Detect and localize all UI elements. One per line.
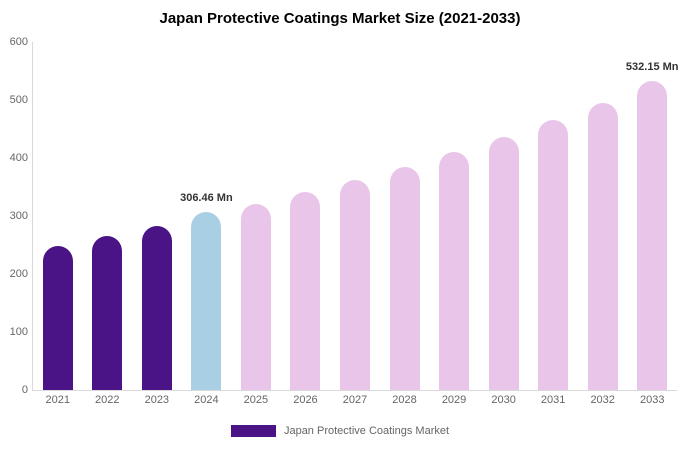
legend-label: Japan Protective Coatings Market [283, 425, 450, 437]
y-tick-label: 300 [9, 210, 28, 222]
bar-2025 [240, 204, 271, 390]
y-tick-label: 100 [9, 326, 28, 338]
x-tick-label-2032: 2032 [590, 394, 615, 406]
x-tick-label-2027: 2027 [342, 394, 368, 406]
x-tick-label-2021: 2021 [45, 394, 70, 406]
y-tick-label: 500 [9, 94, 28, 106]
y-tick-label: 400 [9, 152, 28, 164]
x-tick-label-2028: 2028 [392, 394, 417, 406]
value-label-2024: 306.46 Mn [180, 192, 233, 205]
bar-2027 [340, 180, 370, 390]
x-tick-label-2033: 2033 [639, 394, 665, 406]
x-tick-label-2024: 2024 [194, 394, 219, 406]
bar-2022 [92, 236, 123, 390]
plot-area: 306.46 Mn 532.15 Mn 2021 2022 2023 2024 2025 2… [32, 42, 679, 406]
x-tick-label-2022: 2022 [95, 394, 120, 406]
bar-2023 [141, 225, 172, 390]
bar-2030 [488, 136, 519, 390]
x-tick-label-2031: 2031 [540, 394, 566, 406]
x-tick-label-2023: 2023 [144, 394, 170, 406]
bar-2033 [637, 81, 668, 390]
chart-title: Japan Protective Coatings Market Size (2… [159, 10, 521, 27]
bar-2021 [42, 246, 73, 390]
x-tick-label-2030: 2030 [491, 394, 516, 406]
x-tick-label-2026: 2026 [293, 394, 318, 406]
legend-swatch [230, 425, 276, 437]
bar-2032 [587, 102, 618, 390]
bar-2026 [290, 192, 321, 390]
x-tick-label-2029: 2029 [441, 394, 467, 406]
y-tick-label: 0 [21, 384, 28, 396]
bar-2028 [389, 166, 420, 390]
bar-2029 [439, 152, 470, 390]
y-tick-label: 200 [9, 268, 28, 280]
value-label-2033: 532.15 Mn [625, 61, 679, 74]
bar-2031 [538, 120, 569, 390]
legend: Japan Protective Coatings Market [0, 425, 680, 437]
x-tick-label-2025: 2025 [243, 394, 269, 406]
y-tick-label: 600 [9, 36, 28, 48]
bar-2024 [191, 212, 222, 390]
